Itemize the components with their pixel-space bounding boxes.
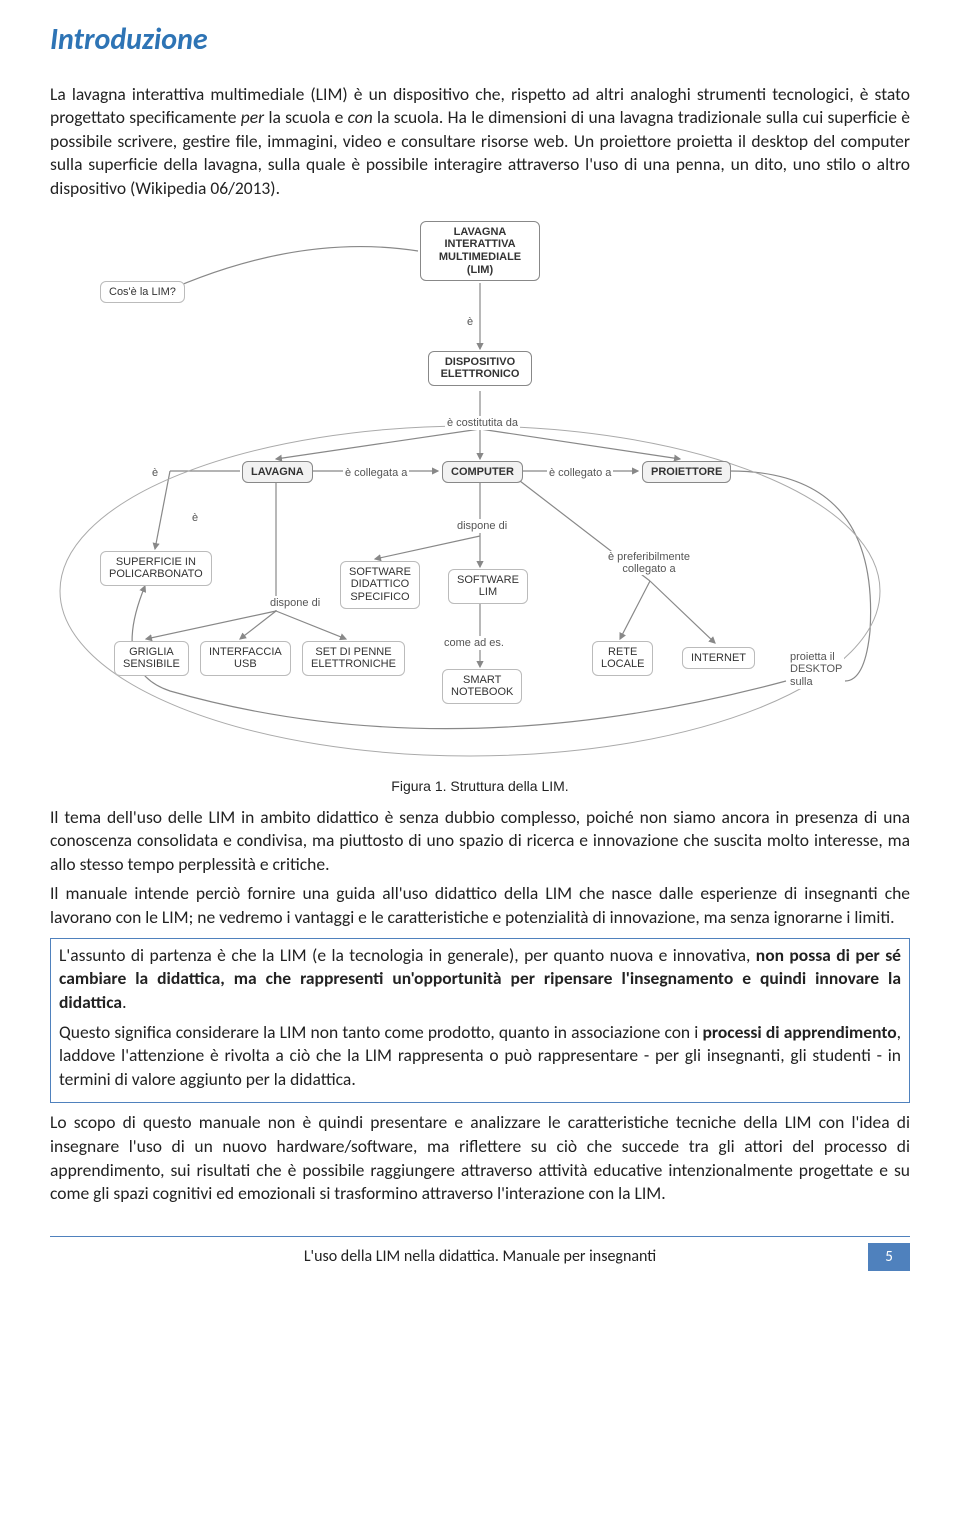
text-italic: con — [348, 106, 373, 128]
text: Questo significa considerare la LIM non … — [59, 1021, 702, 1043]
node-superficie: SUPERFICIE INPOLICARBONATO — [100, 551, 212, 586]
edge-label: è — [465, 315, 475, 330]
edge-label: è — [190, 511, 200, 526]
concept-map-diagram: Cos'è la LIM? LAVAGNAINTERATTIVAMULTIMED… — [50, 211, 910, 771]
text: la scuola e — [264, 106, 347, 128]
paragraph: Lo scopo di questo manuale non è quindi … — [50, 1111, 910, 1206]
footer-text: L'uso della LIM nella didattica. Manuale… — [92, 1246, 868, 1268]
edge-label: è costitutita da — [445, 416, 520, 431]
node-penne: SET DI PENNEELETTRONICHE — [302, 641, 405, 676]
node-sw-lim: SOFTWARELIM — [448, 569, 528, 604]
callout-paragraph: L'assunto di partenza è che la LIM (e la… — [59, 944, 901, 1015]
page-title: Introduzione — [50, 20, 910, 61]
edge-label: è collegata a — [343, 466, 409, 481]
node-desktop-note: proietta ilDESKTOPsulla — [788, 651, 844, 689]
page-number: 5 — [868, 1243, 910, 1271]
text: . — [122, 991, 126, 1013]
edge-label: come ad es. — [442, 636, 506, 651]
node-cose: Cos'è la LIM? — [100, 281, 185, 304]
callout-paragraph: Questo significa considerare la LIM non … — [59, 1021, 901, 1092]
node-lavagna: LAVAGNA — [242, 461, 313, 484]
node-smart: SMARTNOTEBOOK — [442, 669, 522, 704]
page-footer: L'uso della LIM nella didattica. Manuale… — [50, 1236, 910, 1285]
intro-paragraph-1: La lavagna interattiva multimediale (LIM… — [50, 83, 910, 201]
node-griglia: GRIGLIASENSIBILE — [114, 641, 189, 676]
edge-label: è — [150, 466, 160, 481]
footer-rule — [50, 1236, 910, 1237]
edge-label: dispone di — [268, 596, 322, 611]
node-proiettore: PROIETTORE — [642, 461, 731, 484]
paragraph: Il manuale intende perciò fornire una gu… — [50, 882, 910, 929]
edge-label: è preferibilmentecollegato a — [606, 551, 692, 575]
paragraph: Il tema dell'uso delle LIM in ambito did… — [50, 806, 910, 877]
node-rete: RETELOCALE — [592, 641, 653, 676]
text-bold: processi di apprendimento — [702, 1021, 896, 1043]
figure-caption: Figura 1. Struttura della LIM. — [50, 777, 910, 796]
node-lim: LAVAGNAINTERATTIVAMULTIMEDIALE(LIM) — [420, 221, 540, 282]
edge-label: è collegato a — [547, 466, 613, 481]
text: L'assunto di partenza è che la LIM (e la… — [59, 944, 756, 966]
edge-label: dispone di — [455, 519, 509, 534]
callout-box: L'assunto di partenza è che la LIM (e la… — [50, 938, 910, 1104]
text-italic: per — [241, 106, 264, 128]
node-sw-didattico: SOFTWAREDIDATTICOSPECIFICO — [340, 561, 420, 609]
node-usb: INTERFACCIAUSB — [200, 641, 291, 676]
node-internet: INTERNET — [682, 647, 755, 670]
node-computer: COMPUTER — [442, 461, 523, 484]
node-dispositivo: DISPOSITIVOELETTRONICO — [428, 351, 532, 386]
